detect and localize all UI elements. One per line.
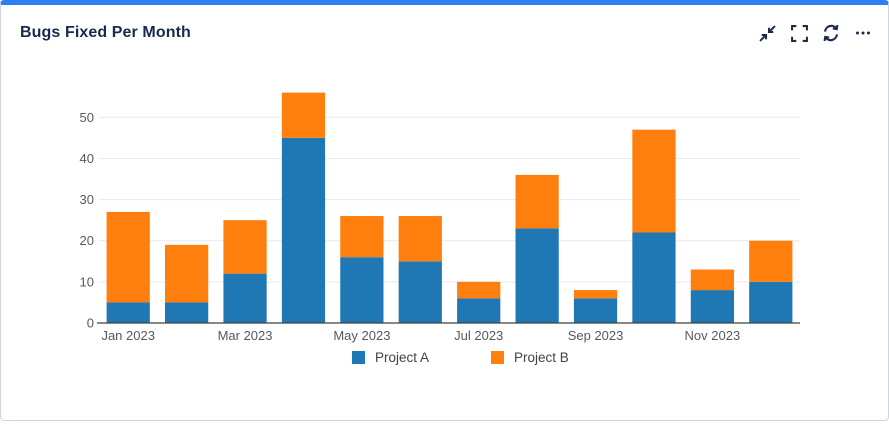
bar-segment-project-a-jun-2023[interactable] <box>398 261 442 323</box>
bar-segment-project-a-apr-2023[interactable] <box>281 137 326 323</box>
bar-segment-project-a-dec-2023[interactable] <box>749 281 793 323</box>
x-tick-label: Nov 2023 <box>685 328 741 343</box>
bar-segment-project-b-feb-2023[interactable] <box>165 244 209 303</box>
bar-segment-project-b-aug-2023[interactable] <box>515 174 559 229</box>
y-tick-label: 40 <box>80 151 94 166</box>
bar-segment-project-b-nov-2023[interactable] <box>690 269 734 291</box>
y-tick-label: 50 <box>80 110 94 125</box>
collapse-icon <box>758 24 776 42</box>
bar-segment-project-b-sep-2023[interactable] <box>573 290 618 299</box>
y-tick-label: 20 <box>80 233 94 248</box>
bar-segment-project-a-aug-2023[interactable] <box>515 228 559 323</box>
stacked-bar-chart: 0 10 20 30 40 50 Jan 2023 Mar 2023 May 2023 Jul 2… <box>80 92 800 365</box>
bar-segment-project-b-oct-2023[interactable] <box>632 129 676 233</box>
refresh-button[interactable] <box>818 20 844 46</box>
x-tick-label: May 2023 <box>333 328 390 343</box>
refresh-icon <box>823 24 839 42</box>
bar-segment-project-b-jan-2023[interactable] <box>106 211 150 303</box>
x-tick-label: Jul 2023 <box>454 328 503 343</box>
legend-label-project-a[interactable]: Project A <box>375 350 429 365</box>
bar-segment-project-a-sep-2023[interactable] <box>573 298 618 323</box>
bar-segment-project-a-may-2023[interactable] <box>340 257 384 323</box>
bar-segment-project-b-mar-2023[interactable] <box>223 220 267 274</box>
bar-segment-project-b-jul-2023[interactable] <box>457 281 501 299</box>
bar-segment-project-a-feb-2023[interactable] <box>165 302 209 323</box>
bar-segment-project-a-oct-2023[interactable] <box>632 232 676 323</box>
y-tick-label: 0 <box>87 316 94 331</box>
collapse-button[interactable] <box>754 20 780 46</box>
panel-toolbar <box>754 20 876 46</box>
bar-segment-project-a-mar-2023[interactable] <box>223 273 267 323</box>
bar-segment-project-a-nov-2023[interactable] <box>690 290 734 323</box>
chart-area: 0 10 20 30 40 50 Jan 2023 Mar 2023 May 2023 Jul 2… <box>1 60 888 390</box>
fullscreen-button[interactable] <box>786 20 812 46</box>
panel-title: Bugs Fixed Per Month <box>20 24 191 41</box>
legend-swatch-project-a[interactable] <box>352 351 365 364</box>
x-tick-label: Mar 2023 <box>218 328 273 343</box>
bar-segment-project-a-jul-2023[interactable] <box>457 298 501 323</box>
legend-label-project-b[interactable]: Project B <box>514 350 569 365</box>
legend-swatch-project-b[interactable] <box>491 351 504 364</box>
bar-segment-project-b-may-2023[interactable] <box>340 216 384 258</box>
more-icon <box>856 31 870 35</box>
x-tick-label: Jan 2023 <box>101 328 155 343</box>
x-tick-label: Sep 2023 <box>568 328 624 343</box>
y-tick-label: 30 <box>80 192 94 207</box>
panel-header: Bugs Fixed Per Month <box>20 18 876 48</box>
y-tick-label: 10 <box>80 274 94 289</box>
more-options-button[interactable] <box>850 20 876 46</box>
fullscreen-icon <box>790 24 808 42</box>
bar-segment-project-b-apr-2023[interactable] <box>281 92 326 138</box>
bar-segment-project-b-dec-2023[interactable] <box>749 240 793 282</box>
bar-segment-project-b-jun-2023[interactable] <box>398 216 442 262</box>
bar-segment-project-a-jan-2023[interactable] <box>106 302 150 323</box>
